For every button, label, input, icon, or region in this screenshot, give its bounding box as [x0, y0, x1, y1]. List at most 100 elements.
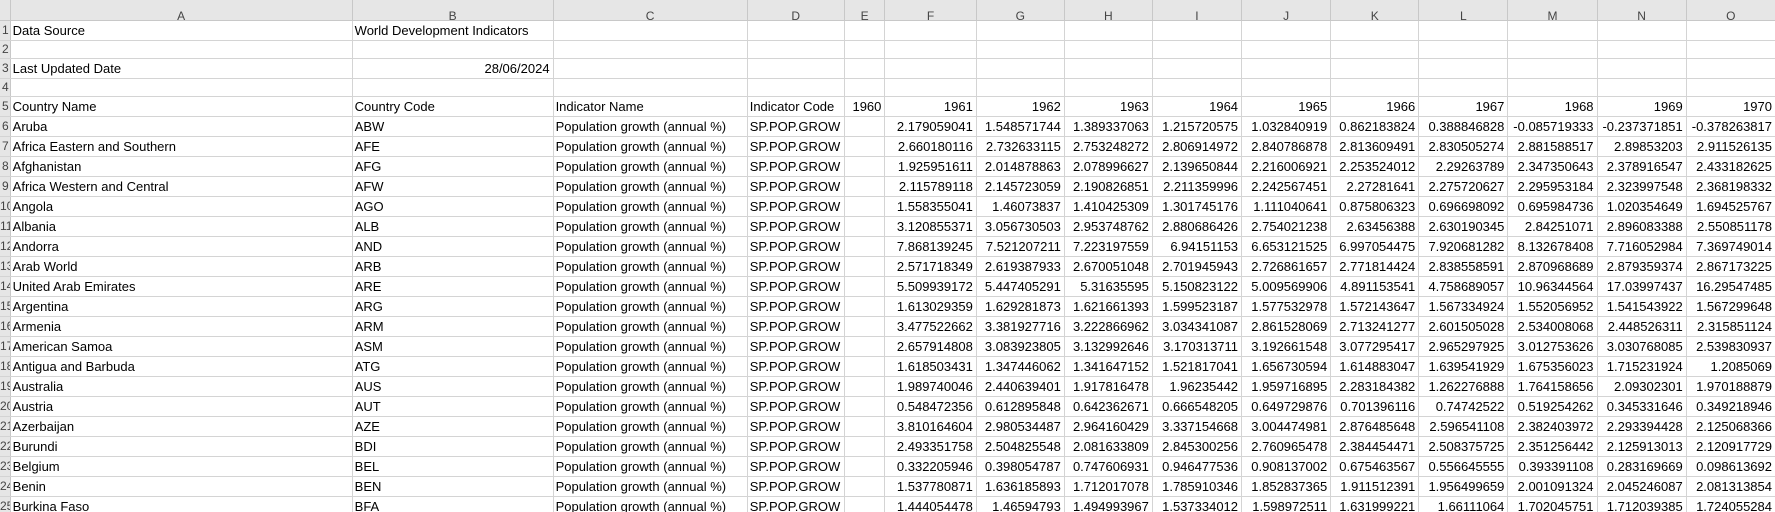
cell[interactable]: [976, 58, 1065, 79]
header-cell[interactable]: Country Code: [352, 96, 554, 117]
column-header-e[interactable]: E: [844, 0, 886, 21]
cell[interactable]: [747, 20, 845, 41]
country-code-cell[interactable]: BDI: [352, 436, 554, 457]
value-cell[interactable]: [844, 376, 886, 397]
column-header-a[interactable]: A: [10, 0, 353, 21]
country-code-cell[interactable]: ARE: [352, 276, 554, 297]
value-cell[interactable]: 6.94151153: [1152, 236, 1243, 257]
column-header-g[interactable]: G: [976, 0, 1065, 21]
cell[interactable]: [747, 40, 845, 59]
value-cell[interactable]: 2.448526311: [1597, 316, 1687, 337]
indicator-code-cell[interactable]: SP.POP.GROW: [747, 296, 845, 317]
value-cell[interactable]: 1.715231924: [1597, 356, 1687, 377]
indicator-name-cell[interactable]: Population growth (annual %): [553, 336, 748, 357]
select-all-corner[interactable]: [0, 0, 11, 21]
value-cell[interactable]: 7.369749014: [1686, 236, 1775, 257]
value-cell[interactable]: 1.444054478: [884, 496, 977, 512]
value-cell[interactable]: 1.959716895: [1241, 376, 1332, 397]
cell[interactable]: [1152, 20, 1243, 41]
indicator-name-cell[interactable]: Population growth (annual %): [553, 436, 748, 457]
row-header[interactable]: 13: [0, 256, 11, 277]
value-cell[interactable]: 6.997054475: [1330, 236, 1420, 257]
value-cell[interactable]: 2.830505274: [1418, 136, 1509, 157]
indicator-code-cell[interactable]: SP.POP.GROW: [747, 376, 845, 397]
indicator-name-cell[interactable]: Population growth (annual %): [553, 256, 748, 277]
value-cell[interactable]: 2.29263789: [1418, 156, 1509, 177]
value-cell[interactable]: 2.045246087: [1597, 476, 1687, 497]
value-cell[interactable]: 1.215720575: [1152, 116, 1243, 137]
indicator-code-cell[interactable]: SP.POP.GROW: [747, 456, 845, 477]
country-code-cell[interactable]: ARM: [352, 316, 554, 337]
country-name-cell[interactable]: American Samoa: [10, 336, 353, 357]
row-header[interactable]: 19: [0, 376, 11, 397]
value-cell[interactable]: [844, 436, 886, 457]
indicator-code-cell[interactable]: SP.POP.GROW: [747, 136, 845, 157]
value-cell[interactable]: 1.956499659: [1418, 476, 1509, 497]
value-cell[interactable]: 2.601505028: [1418, 316, 1509, 337]
value-cell[interactable]: [844, 116, 886, 137]
country-code-cell[interactable]: AZE: [352, 416, 554, 437]
value-cell[interactable]: [844, 276, 886, 297]
value-cell[interactable]: 1.301745176: [1152, 196, 1243, 217]
value-cell[interactable]: 10.96344564: [1507, 276, 1598, 297]
value-cell[interactable]: 2.078996627: [1064, 156, 1153, 177]
value-cell[interactable]: -0.378263817: [1686, 116, 1775, 137]
value-cell[interactable]: 1.712039385: [1597, 496, 1687, 512]
cell[interactable]: [1507, 40, 1598, 59]
value-cell[interactable]: 2.619387933: [976, 256, 1065, 277]
value-cell[interactable]: 1.494993967: [1064, 496, 1153, 512]
value-cell[interactable]: 0.862183824: [1330, 116, 1420, 137]
value-cell[interactable]: 2.211359996: [1152, 176, 1243, 197]
indicator-name-cell[interactable]: Population growth (annual %): [553, 116, 748, 137]
cell[interactable]: [553, 40, 748, 59]
value-cell[interactable]: 1.675356023: [1507, 356, 1598, 377]
cell[interactable]: [352, 40, 554, 59]
header-cell[interactable]: Indicator Name: [553, 96, 748, 117]
value-cell[interactable]: 1.925951611: [884, 156, 977, 177]
value-cell[interactable]: 1.785910346: [1152, 476, 1243, 497]
value-cell[interactable]: 3.012753626: [1507, 336, 1598, 357]
cell[interactable]: [1418, 58, 1509, 79]
country-name-cell[interactable]: Antigua and Barbuda: [10, 356, 353, 377]
value-cell[interactable]: 1.989740046: [884, 376, 977, 397]
value-cell[interactable]: 2.275720627: [1418, 176, 1509, 197]
value-cell[interactable]: [844, 316, 886, 337]
value-cell[interactable]: 1.552056952: [1507, 296, 1598, 317]
value-cell[interactable]: 5.150823122: [1152, 276, 1243, 297]
column-header-f[interactable]: F: [884, 0, 977, 21]
country-code-cell[interactable]: AFW: [352, 176, 554, 197]
cell[interactable]: [1507, 78, 1598, 97]
value-cell[interactable]: 3.077295417: [1330, 336, 1420, 357]
cell[interactable]: [844, 78, 886, 97]
value-cell[interactable]: 0.349218946: [1686, 396, 1775, 417]
value-cell[interactable]: 1.724055284: [1686, 496, 1775, 512]
value-cell[interactable]: 2.493351758: [884, 436, 977, 457]
value-cell[interactable]: 8.132678408: [1507, 236, 1598, 257]
value-cell[interactable]: 2.323997548: [1597, 176, 1687, 197]
value-cell[interactable]: 16.29547485: [1686, 276, 1775, 297]
indicator-code-cell[interactable]: SP.POP.GROW: [747, 236, 845, 257]
country-name-cell[interactable]: Angola: [10, 196, 353, 217]
value-cell[interactable]: 7.716052984: [1597, 236, 1687, 257]
value-cell[interactable]: 3.192661548: [1241, 336, 1332, 357]
country-code-cell[interactable]: AFG: [352, 156, 554, 177]
last-updated-value[interactable]: 28/06/2024: [352, 58, 554, 79]
indicator-code-cell[interactable]: SP.POP.GROW: [747, 276, 845, 297]
value-cell[interactable]: 0.612895848: [976, 396, 1065, 417]
country-name-cell[interactable]: Austria: [10, 396, 353, 417]
header-cell[interactable]: Country Name: [10, 96, 353, 117]
value-cell[interactable]: 2.014878863: [976, 156, 1065, 177]
cell[interactable]: [1241, 58, 1332, 79]
value-cell[interactable]: 2.550851178: [1686, 216, 1775, 237]
row-header[interactable]: 20: [0, 396, 11, 417]
value-cell[interactable]: 2.283184382: [1330, 376, 1420, 397]
cell[interactable]: [1686, 58, 1775, 79]
value-cell[interactable]: 1.2085069: [1686, 356, 1775, 377]
value-cell[interactable]: 0.388846828: [1418, 116, 1509, 137]
value-cell[interactable]: 1.599523187: [1152, 296, 1243, 317]
value-cell[interactable]: 2.508375725: [1418, 436, 1509, 457]
value-cell[interactable]: 0.649729876: [1241, 396, 1332, 417]
indicator-name-cell[interactable]: Population growth (annual %): [553, 356, 748, 377]
country-code-cell[interactable]: ARG: [352, 296, 554, 317]
indicator-code-cell[interactable]: SP.POP.GROW: [747, 496, 845, 512]
